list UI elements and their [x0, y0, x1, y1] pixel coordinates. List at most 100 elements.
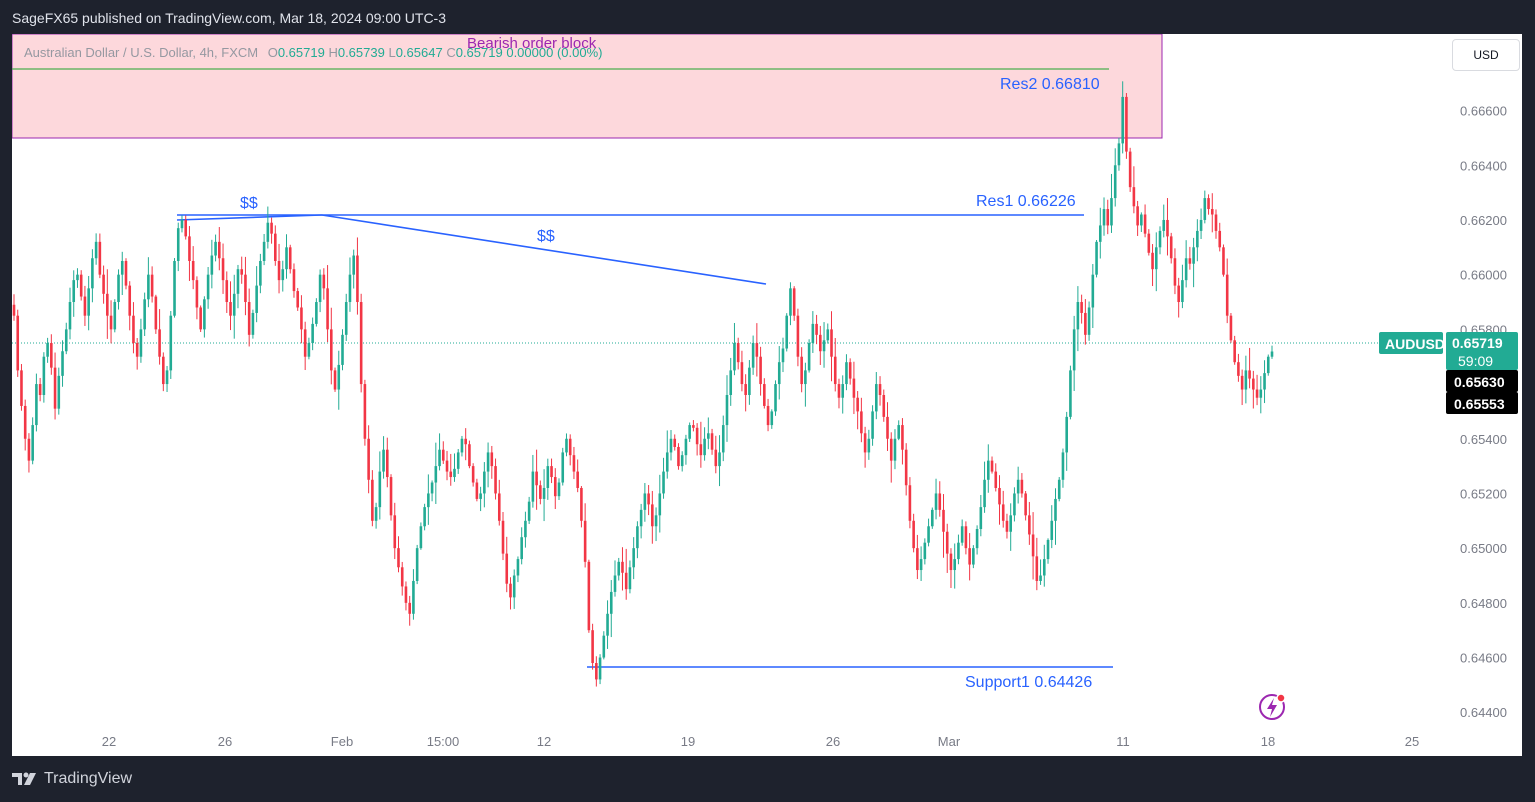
candle-body: [736, 343, 740, 363]
candle-body: [994, 471, 998, 488]
candle-body: [505, 553, 509, 584]
candle-body: [423, 507, 426, 527]
candle-body: [247, 302, 251, 335]
tradingview-logo[interactable]: TradingView: [12, 770, 132, 788]
candle-body: [329, 329, 333, 371]
candle-body: [740, 362, 744, 385]
candle-body: [143, 299, 146, 330]
candle-body: [1110, 198, 1113, 226]
chart-area[interactable]: Bearish order block Res2 0.66810 Res1 0.…: [12, 34, 1522, 756]
lightning-icon[interactable]: [1259, 693, 1286, 720]
candle-body: [23, 405, 27, 439]
candle-body: [916, 548, 919, 571]
time-tick-label: 25: [1405, 734, 1419, 749]
candle-body: [621, 561, 624, 573]
candle-body: [490, 452, 494, 467]
candle-body: [124, 260, 128, 286]
candle-body: [113, 302, 117, 330]
price-tick-label: 0.66600: [1460, 104, 1507, 119]
candle-body: [408, 602, 411, 614]
candle-body: [647, 493, 650, 505]
candle-body: [1016, 479, 1020, 494]
price-axis[interactable]: 0.666000.664000.662000.660000.658000.654…: [1460, 104, 1507, 721]
current-price-text: 0.65719: [1452, 335, 1503, 351]
current-price-tag: [1446, 332, 1518, 370]
candle-body: [460, 438, 464, 453]
candle-body: [665, 452, 669, 472]
candle-body: [673, 438, 677, 447]
candle-body: [871, 411, 874, 439]
candle-body: [292, 269, 296, 292]
time-tick-label: 15:00: [427, 734, 460, 749]
candle-body: [546, 466, 550, 488]
candle-body: [120, 260, 124, 275]
candle-body: [1039, 575, 1042, 581]
candle-body: [986, 460, 990, 480]
candle-body: [1102, 209, 1106, 226]
bearish-order-block-zone: [12, 34, 1163, 139]
candle-body: [1147, 233, 1151, 253]
candle-body: [882, 395, 886, 417]
price-tick-label: 0.66000: [1460, 268, 1507, 283]
candle-body: [688, 425, 691, 439]
price-tick-label: 0.65000: [1460, 541, 1507, 556]
candle-body: [1263, 373, 1266, 390]
candle-body: [942, 509, 945, 532]
candle-body: [400, 567, 404, 587]
price-tick-label: 0.64800: [1460, 596, 1507, 611]
candle-body: [374, 507, 378, 521]
candle-body: [669, 438, 673, 453]
candle-body: [367, 438, 370, 480]
candle-body: [662, 471, 665, 494]
candle-body: [352, 255, 355, 275]
time-tick-label: Feb: [331, 734, 353, 749]
candle-body: [1046, 539, 1050, 560]
candle-body: [232, 293, 236, 316]
candle-body: [733, 343, 736, 371]
liquidity-label-1: $$: [240, 195, 258, 212]
candle-body: [20, 370, 23, 406]
candle-body: [173, 260, 176, 316]
time-tick-label: 12: [537, 734, 551, 749]
support1-label: Support1 0.64426: [965, 674, 1092, 691]
currency-button[interactable]: USD: [1452, 39, 1520, 71]
candle-body: [1121, 96, 1124, 144]
candle-body: [1005, 520, 1009, 532]
candle-body: [266, 222, 270, 242]
candle-body: [807, 343, 811, 371]
candle-body: [680, 455, 684, 467]
candle-body: [651, 504, 654, 527]
candle-body: [796, 315, 800, 357]
candlestick-chart[interactable]: Bearish order block Res2 0.66810 Res1 0.…: [12, 34, 1522, 756]
candle-body: [557, 482, 561, 497]
candle-body: [848, 362, 852, 379]
candle-body: [1050, 520, 1054, 540]
candle-body: [1233, 340, 1236, 363]
candle-body: [789, 288, 792, 316]
open-value: 0.65719: [277, 45, 325, 60]
price-tick-label: 0.64600: [1460, 651, 1507, 666]
candle-body: [632, 548, 635, 568]
candle-body: [72, 280, 76, 303]
price-tick-label: 0.65200: [1460, 486, 1507, 501]
candle-body: [639, 509, 643, 527]
candle-body: [76, 274, 79, 281]
time-axis[interactable]: 22 26 Feb 15:00 12 19 26 Mar 11 18 25: [102, 734, 1419, 749]
candle-body: [878, 384, 882, 395]
candle-body: [1266, 356, 1270, 374]
candle-body: [1143, 214, 1147, 234]
candle-body: [109, 315, 113, 330]
published-info: SageFX65 published on TradingView.com, M…: [12, 10, 446, 26]
candle-body: [1225, 274, 1229, 316]
candle-body: [274, 233, 277, 261]
time-tick-label: 26: [218, 734, 232, 749]
price-tick-label: 0.66200: [1460, 213, 1507, 228]
time-tick-label: 26: [826, 734, 840, 749]
candle-body: [602, 635, 606, 658]
candle-body: [61, 351, 64, 376]
candle-body: [471, 466, 475, 483]
candle-body: [893, 438, 897, 461]
candle-body: [1237, 362, 1240, 376]
candle-body: [117, 274, 120, 303]
candle-body: [1214, 214, 1218, 231]
